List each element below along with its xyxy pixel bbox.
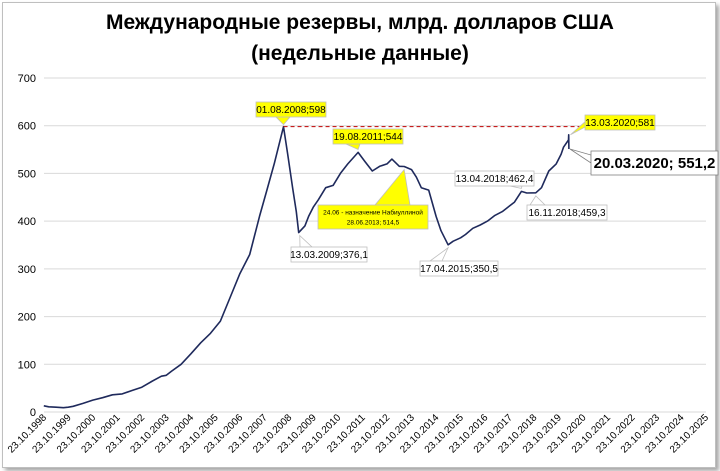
y-tick-label: 100 bbox=[18, 359, 36, 371]
callout-pointer bbox=[529, 195, 546, 206]
annotation-apr-2018: 13.04.2018;462,4 bbox=[454, 170, 535, 189]
callout-box bbox=[317, 204, 429, 230]
callout-pointer bbox=[275, 116, 291, 126]
y-tick-label: 400 bbox=[18, 216, 36, 228]
annotation-nabiullina-2013: 24.06 - назначение Набиуллиной 28.06.2013… bbox=[317, 168, 429, 230]
annotation-trough-2009: 13.03.2009;376,1 bbox=[290, 234, 368, 263]
callout-pointer bbox=[569, 148, 592, 164]
y-tick-label: 200 bbox=[18, 312, 36, 324]
callout-pointer bbox=[374, 168, 411, 206]
callout-box bbox=[419, 260, 499, 277]
y-tick-label: 500 bbox=[18, 168, 36, 180]
reserves-line bbox=[43, 125, 570, 409]
y-tick-label: 0 bbox=[30, 407, 36, 419]
callout-text: 01.08.2008;598 bbox=[256, 105, 326, 116]
annotation-peak-2008: 01.08.2008;598 bbox=[255, 101, 327, 126]
callout-text: 13.03.2009;376,1 bbox=[290, 250, 368, 261]
callout-text: 17.04.2015;350,5 bbox=[420, 264, 498, 275]
callout-box bbox=[332, 128, 404, 145]
callout-text: 16.11.2018;459,3 bbox=[528, 208, 606, 219]
annotation-nov-2018: 16.11.2018;459,3 bbox=[526, 195, 608, 221]
callout-text: 24.06 - назначение Набиуллиной bbox=[323, 209, 423, 217]
callout-text: 13.03.2020;581 bbox=[585, 118, 655, 129]
callout-text: 20.03.2020; 551,2 bbox=[594, 155, 716, 172]
chart-title-line1: Международные резервы, млрд. долларов СШ… bbox=[106, 11, 614, 34]
callout-text: 19.08.2011;544 bbox=[334, 132, 403, 143]
callout-text: 28.06.2013; 514,5 bbox=[347, 220, 400, 227]
callout-box bbox=[290, 246, 368, 263]
y-tick-label: 700 bbox=[18, 73, 36, 85]
y-tick-label: 600 bbox=[18, 121, 36, 133]
annotation-peak-2011: 19.08.2011;544 bbox=[332, 128, 404, 150]
annotation-mar13-2020: 13.03.2020;581 bbox=[570, 114, 656, 136]
callout-box bbox=[454, 170, 535, 187]
chart-title-line2: (недельные данные) bbox=[251, 42, 469, 65]
annotation-trough-2015: 17.04.2015;350,5 bbox=[419, 246, 499, 277]
callout-pointer bbox=[345, 143, 361, 150]
callout-box bbox=[526, 204, 608, 221]
callout-box bbox=[590, 150, 719, 176]
callout-pointer bbox=[299, 234, 314, 248]
y-tick-label: 300 bbox=[18, 264, 36, 276]
callout-pointer bbox=[428, 246, 450, 262]
annotation-mar20-2020: 20.03.2020; 551,2 bbox=[569, 148, 719, 176]
callout-box bbox=[255, 101, 327, 118]
callout-box bbox=[584, 114, 656, 131]
callout-text: 13.04.2018;462,4 bbox=[456, 174, 534, 185]
